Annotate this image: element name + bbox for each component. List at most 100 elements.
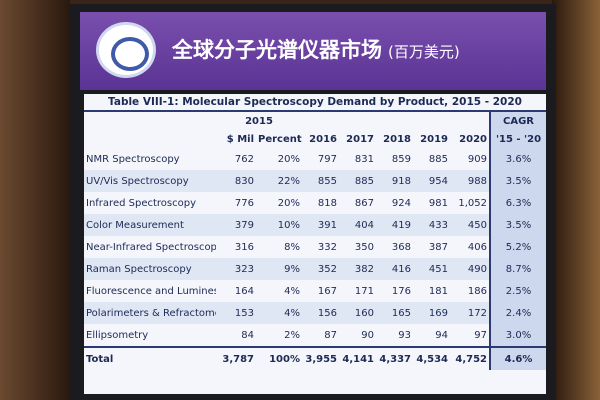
cell: 981: [428, 197, 448, 209]
cell: 94: [435, 329, 448, 341]
cell: 1,052: [458, 197, 487, 209]
cell: 416: [376, 258, 413, 280]
cell: 90: [361, 329, 374, 341]
data-row: Infrared Spectroscopy 776 20% 818 867 924 981 1…: [84, 192, 546, 214]
data-table: 2015 CAGR $ Mil Percent 2016 2017 2018 2019 20…: [84, 112, 546, 370]
cell: 4%: [256, 302, 302, 324]
cell: 490: [450, 258, 490, 280]
cell: 323: [216, 258, 256, 280]
cell: 4,534: [413, 346, 450, 370]
cell: 433: [413, 214, 450, 236]
cell: 3,787: [216, 346, 256, 370]
cell: 9%: [256, 258, 302, 280]
cell: 4,337: [376, 346, 413, 370]
row-label: UV/Vis Spectroscopy: [84, 170, 216, 192]
column-header-row: $ Mil Percent 2016 2017 2018 2019 2020'15 - '2…: [84, 130, 546, 148]
cell: 885: [339, 170, 376, 192]
cell: 404: [339, 214, 376, 236]
cell: 867: [354, 197, 374, 209]
column-header: '15 - '20: [489, 130, 546, 148]
cell: 87: [324, 329, 337, 341]
cell: 97: [474, 329, 487, 341]
column-header: 2020: [459, 133, 487, 145]
cell: 172: [450, 302, 490, 324]
column-header: 2019: [420, 133, 448, 145]
data-row: UV/Vis Spectroscopy 830 22% 855 885 918 954 988…: [84, 170, 546, 192]
cell: 406: [467, 241, 487, 253]
cell: 3.6%: [489, 148, 546, 170]
cell: 382: [339, 258, 376, 280]
cell: 2.4%: [489, 302, 546, 324]
group-header: 2015: [245, 115, 273, 127]
cell: 855: [302, 170, 339, 192]
slide-banner: 全球分子光谱仪器市场 (百万美元): [80, 12, 546, 90]
cell: 20%: [277, 153, 300, 165]
column-header: 2016: [309, 133, 337, 145]
wall: [0, 0, 70, 400]
data-row: Near-Infrared Spectroscopy 316 8% 332 350 368…: [84, 236, 546, 258]
cell: 4,752: [450, 346, 490, 370]
row-label: Infrared Spectroscopy: [86, 197, 196, 209]
data-row: Raman Spectroscopy 323 9% 352 382 416 451 490 8.…: [84, 258, 546, 280]
cell: 100%: [256, 346, 302, 370]
cell: 20%: [277, 197, 300, 209]
title-text: 全球分子光谱仪器市场: [172, 38, 382, 62]
cell: 2.5%: [489, 280, 546, 302]
cell: 3,955: [302, 346, 339, 370]
cell: 5.2%: [489, 236, 546, 258]
cell: 316: [234, 241, 254, 253]
cell: 776: [234, 197, 254, 209]
cell: 379: [216, 214, 256, 236]
projector-screen: 全球分子光谱仪器市场 (百万美元) Table VIII-1: Molecular…: [70, 4, 556, 400]
row-label: Ellipsometry: [86, 329, 149, 341]
cell: [84, 130, 216, 148]
cell: 391: [302, 214, 339, 236]
cell: 156: [302, 302, 339, 324]
cell: 762: [234, 153, 254, 165]
row-label: Raman Spectroscopy: [84, 258, 216, 280]
cell: 350: [354, 241, 374, 253]
cell: 352: [302, 258, 339, 280]
cell: 181: [428, 285, 448, 297]
cell: 186: [467, 285, 487, 297]
table-sheet: Table VIII-1: Molecular Spectroscopy Dem…: [84, 94, 546, 394]
cell: 169: [413, 302, 450, 324]
table-body: 2015 CAGR $ Mil Percent 2016 2017 2018 2019 20…: [84, 112, 546, 370]
column-header: Percent: [258, 133, 302, 145]
cell: 954: [413, 170, 450, 192]
cell: 165: [376, 302, 413, 324]
cell: 885: [428, 153, 448, 165]
data-row: Fluorescence and Luminescence 164 4% 167 171…: [84, 280, 546, 302]
cell: 10%: [256, 214, 302, 236]
cell: 419: [376, 214, 413, 236]
cell: 6.3%: [489, 192, 546, 214]
row-label: Fluorescence and Luminescence: [86, 285, 216, 297]
table-title: Table VIII-1: Molecular Spectroscopy Dem…: [84, 94, 546, 112]
cell: 4%: [284, 285, 300, 297]
cell: 368: [391, 241, 411, 253]
cell: 93: [398, 329, 411, 341]
data-row: Polarimeters & Refractometers1534%156160…: [84, 302, 546, 324]
data-row: NMR Spectroscopy 762 20% 797 831 859 885 909 3.6…: [84, 148, 546, 170]
cell: 8.7%: [489, 258, 546, 280]
data-row: Color Measurement 379 10% 391 404 419 433 450 3.…: [84, 214, 546, 236]
cagr-header: CAGR: [489, 112, 546, 130]
cell: 332: [317, 241, 337, 253]
cell: 450: [450, 214, 490, 236]
cell: 830: [216, 170, 256, 192]
cell: 153: [216, 302, 256, 324]
cell: 451: [413, 258, 450, 280]
cell: 160: [339, 302, 376, 324]
slide-title: 全球分子光谱仪器市场 (百万美元): [172, 34, 460, 64]
column-header: 2018: [383, 133, 411, 145]
cell: 3.5%: [489, 170, 546, 192]
row-label: Near-Infrared Spectroscopy: [86, 241, 216, 253]
row-label: Color Measurement: [84, 214, 216, 236]
cell: 859: [391, 153, 411, 165]
cell: 3.0%: [489, 324, 546, 347]
cell: 4,141: [339, 346, 376, 370]
column-header: $ Mil: [226, 133, 254, 145]
cell: 831: [354, 153, 374, 165]
cell: 387: [428, 241, 448, 253]
